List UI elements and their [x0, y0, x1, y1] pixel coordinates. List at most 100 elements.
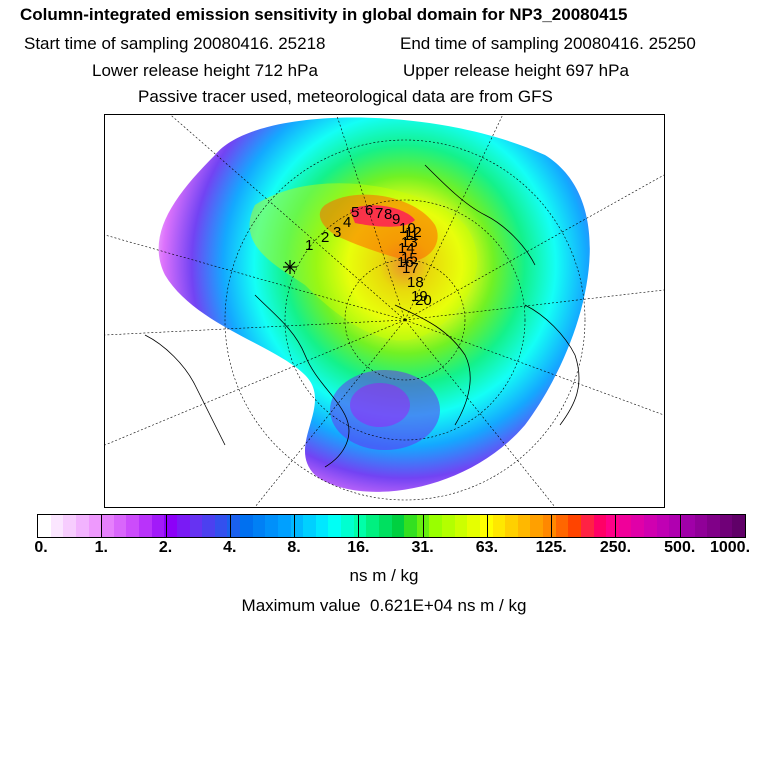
- coastlines: [144, 164, 580, 468]
- trajectory-label: 6: [365, 202, 373, 219]
- start-time-value: 20080416. 25218: [193, 34, 326, 53]
- colorbar-tick: [358, 515, 360, 537]
- colorbar-segment: [618, 515, 632, 537]
- lower-release-value: 712 hPa: [254, 61, 318, 80]
- colorbar-segment: [694, 515, 708, 537]
- upper-release-value: 697 hPa: [565, 61, 629, 80]
- colorbar: [37, 514, 746, 538]
- colorbar-segment: [707, 515, 720, 537]
- colorbar-tick: [615, 515, 617, 537]
- colorbar-tick: [229, 515, 231, 537]
- colorbar-tick: [551, 515, 553, 537]
- colorbar-tick-label: 4.: [223, 539, 237, 556]
- colorbar-segment: [101, 515, 114, 537]
- colorbar-segment: [593, 515, 607, 537]
- trajectory-label: 16: [397, 254, 414, 271]
- colorbar-segment: [492, 515, 506, 537]
- trajectory-label: 5: [351, 204, 359, 221]
- trajectory-label: 11: [403, 227, 419, 244]
- colorbar-segment: [202, 515, 215, 537]
- end-time-value: 20080416. 25250: [563, 34, 696, 53]
- colorbar-tick-label: 2.: [158, 539, 173, 556]
- trajectory-label: 8: [384, 206, 392, 223]
- colorbar-tick-label: 125.: [535, 539, 567, 556]
- colorbar-segment: [164, 515, 177, 537]
- colorbar-segment: [732, 515, 745, 537]
- colorbar-segment: [75, 515, 89, 537]
- colorbar-segment: [681, 515, 695, 537]
- colorbar-tick-label: 500.: [664, 539, 696, 556]
- maximum-value: Maximum value 0.621E+04 ns m / kg: [0, 596, 768, 616]
- colorbar-segment: [669, 515, 682, 537]
- colorbar-segment: [454, 515, 468, 537]
- colorbar-segment: [328, 515, 341, 537]
- trajectory-label: 14: [398, 240, 415, 257]
- colorbar-tick: [101, 515, 103, 537]
- colorbar-segment: [467, 515, 480, 537]
- lower-release-label: Lower release height: [92, 61, 250, 80]
- colorbar-segment: [479, 515, 493, 537]
- plot-title: Column-integrated emission sensitivity i…: [20, 5, 628, 24]
- colorbar-segment: [656, 515, 670, 537]
- colorbar-segment: [214, 515, 228, 537]
- trajectory-label: 17: [402, 260, 419, 277]
- trajectory-label: 18: [407, 274, 424, 291]
- start-time: Start time of sampling 20080416. 25218: [24, 34, 326, 54]
- trajectory-labels: 1 2 3 4 5 6 7 8 9 10 11 12 13 14 15 16 1…: [305, 202, 432, 309]
- colorbar-tick-label: 1.: [94, 539, 108, 556]
- maximum-value-number: 0.621E+04: [370, 596, 453, 615]
- trajectory-label: 9: [392, 211, 400, 228]
- maximum-value-label: Maximum value: [241, 596, 361, 615]
- colorbar-segment: [277, 515, 291, 537]
- colorbar-segment: [240, 515, 253, 537]
- colorbar-segment: [719, 515, 733, 537]
- colorbar-segment: [530, 515, 543, 537]
- trajectory-label: 2: [321, 229, 329, 246]
- trajectory-label: 20: [415, 292, 432, 309]
- colorbar-segment: [189, 515, 203, 537]
- trajectory-label: 15: [401, 250, 418, 267]
- colorbar-segment: [631, 515, 644, 537]
- colorbar-tick-label: 0.: [34, 539, 48, 556]
- maximum-value-units: ns m / kg: [457, 596, 527, 615]
- colorbar-segment: [252, 515, 266, 537]
- colorbar-segment: [353, 515, 367, 537]
- colorbar-segment: [606, 515, 619, 537]
- trajectory-label: 1: [305, 237, 313, 254]
- trajectory-label: 7: [375, 205, 383, 222]
- colorbar-segment: [404, 515, 417, 537]
- graticule: [105, 115, 664, 507]
- trajectory-label: 12: [405, 224, 422, 241]
- colorbar-segment: [290, 515, 304, 537]
- colorbar-segment: [113, 515, 127, 537]
- colorbar-segment: [366, 515, 379, 537]
- sensitivity-map: 1 2 3 4 5 6 7 8 9 10 11 12 13 14 15 16 1…: [104, 114, 665, 508]
- start-time-label: Start time of sampling: [24, 34, 189, 53]
- colorbar-units: ns m / kg: [349, 566, 419, 585]
- colorbar-tick-label: 63.: [475, 539, 499, 556]
- colorbar-tick-label: 16.: [347, 539, 370, 556]
- colorbar-tick-label: 31.: [411, 539, 434, 556]
- sensitivity-field: [158, 117, 590, 492]
- end-time-label: End time of sampling: [400, 34, 559, 53]
- colorbar-tick: [486, 515, 488, 537]
- trajectory-label: 19: [411, 288, 428, 305]
- colorbar-tick: [422, 515, 424, 537]
- colorbar-tick: [294, 515, 296, 537]
- colorbar-segment: [341, 515, 354, 537]
- colorbar-segment: [378, 515, 392, 537]
- trajectory-label: 13: [401, 234, 418, 251]
- colorbar-segment: [151, 515, 165, 537]
- colorbar-segment: [139, 515, 152, 537]
- upper-release-label: Upper release height: [403, 61, 561, 80]
- lower-release: Lower release height 712 hPa: [92, 61, 318, 81]
- colorbar-segment: [38, 515, 51, 537]
- colorbar-segment: [555, 515, 569, 537]
- colorbar-segment: [265, 515, 278, 537]
- colorbar-segment: [63, 515, 76, 537]
- colorbar-segment: [568, 515, 581, 537]
- colorbar-segment: [176, 515, 190, 537]
- colorbar-segment: [50, 515, 64, 537]
- colorbar-segment: [442, 515, 455, 537]
- colorbar-segment: [88, 515, 102, 537]
